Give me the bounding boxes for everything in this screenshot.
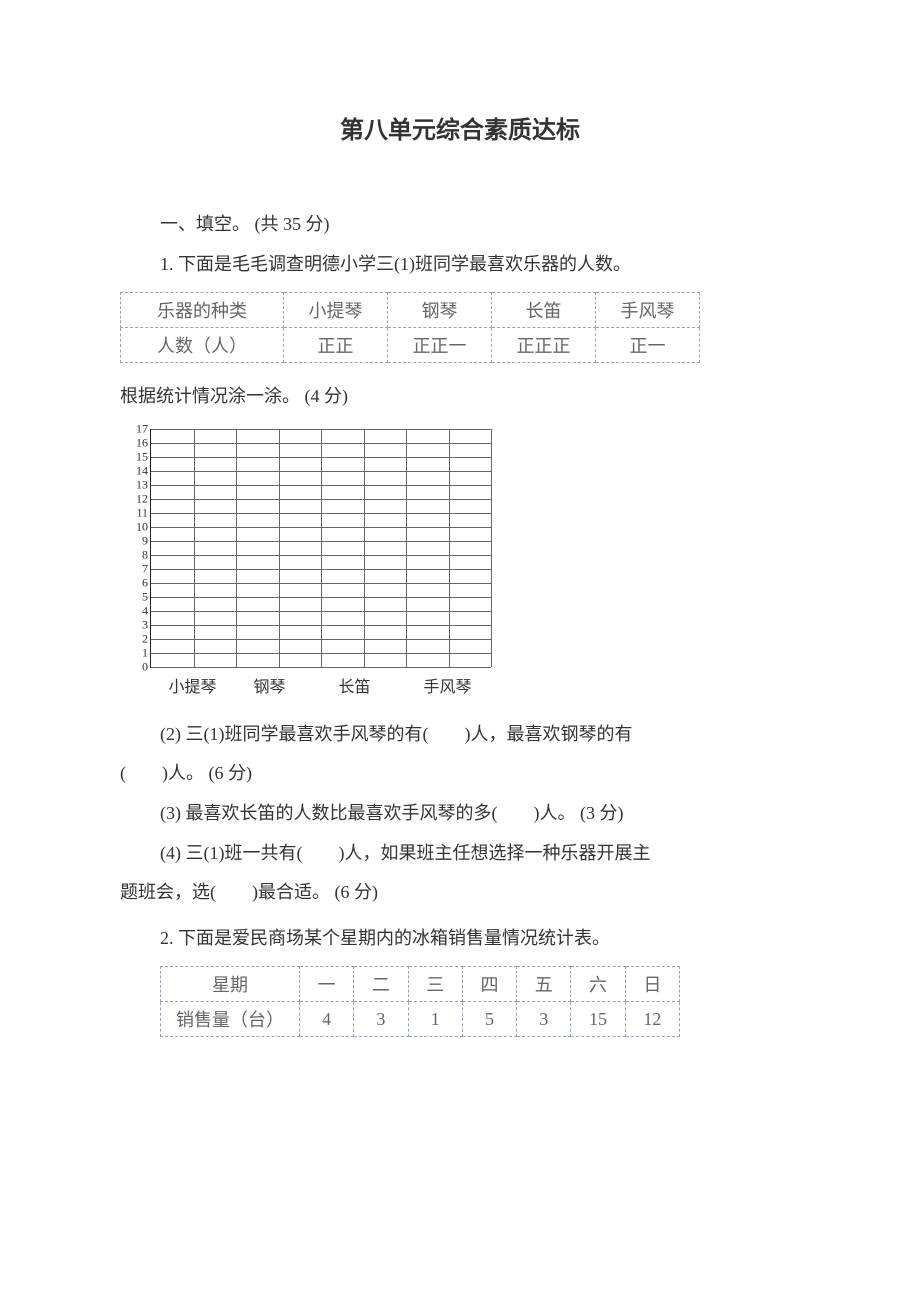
x-tick-label: 长笛 (339, 673, 371, 697)
tally-col-2: 长笛 (492, 293, 596, 328)
tally-table: 乐器的种类 小提琴 钢琴 长笛 手风琴 人数（人） 正正 正正一 正正正 正一 (120, 292, 700, 363)
tally-val-2: 正正正 (492, 328, 596, 363)
q1-sub1: 根据统计情况涂一涂。 (4 分) (120, 377, 800, 417)
sales-val-4: 3 (517, 1002, 571, 1037)
tally-col-0: 小提琴 (284, 293, 388, 328)
table-row: 星期 一 二 三 四 五 六 日 (161, 967, 680, 1002)
q1-sub4-line2: 题班会，选( )最合适。 (6 分) (120, 873, 800, 913)
y-axis-labels: 17161514131211109876543210 (126, 429, 148, 667)
y-tick-label: 13 (136, 477, 148, 492)
page-title: 第八单元综合素质达标 (120, 110, 800, 145)
sales-val-0: 4 (300, 1002, 354, 1037)
y-tick-label: 8 (142, 547, 148, 562)
x-tick-label: 钢琴 (254, 673, 286, 697)
section-1-label: 一、填空。 (共 35 分) (160, 205, 800, 245)
y-tick-label: 10 (136, 519, 148, 534)
sales-row-label: 销售量（台） (161, 1002, 300, 1037)
sales-day-3: 四 (462, 967, 516, 1002)
sales-day-1: 二 (354, 967, 408, 1002)
table-row: 乐器的种类 小提琴 钢琴 长笛 手风琴 (121, 293, 700, 328)
bar-chart-blank: 17161514131211109876543210 小提琴钢琴长笛手风琴 (120, 429, 800, 695)
sales-day-2: 三 (408, 967, 462, 1002)
sales-val-6: 12 (625, 1002, 679, 1037)
y-tick-label: 2 (142, 631, 148, 646)
sales-day-0: 一 (300, 967, 354, 1002)
sales-day-4: 五 (517, 967, 571, 1002)
y-tick-label: 14 (136, 463, 148, 478)
y-tick-label: 12 (136, 491, 148, 506)
sales-day-6: 日 (625, 967, 679, 1002)
y-tick-label: 17 (136, 421, 148, 436)
y-tick-label: 3 (142, 617, 148, 632)
table-row: 销售量（台） 4 3 1 5 3 15 12 (161, 1002, 680, 1037)
x-tick-label: 小提琴 (169, 673, 217, 697)
tally-val-0: 正正 (284, 328, 388, 363)
tally-col-1: 钢琴 (388, 293, 492, 328)
y-tick-label: 9 (142, 533, 148, 548)
x-axis-labels: 小提琴 钢琴 长笛 手风琴 (150, 673, 490, 695)
q1-intro: 1. 下面是毛毛调查明德小学三(1)班同学最喜欢乐器的人数。 (120, 245, 800, 285)
sales-day-5: 六 (571, 967, 625, 1002)
y-tick-label: 6 (142, 575, 148, 590)
y-tick-label: 16 (136, 435, 148, 450)
q2-intro: 2. 下面是爱民商场某个星期内的冰箱销售量情况统计表。 (120, 919, 800, 959)
y-tick-label: 0 (142, 659, 148, 674)
q1-sub3: (3) 最喜欢长笛的人数比最喜欢手风琴的多( )人。 (3 分) (120, 794, 800, 834)
table-row: 人数（人） 正正 正正一 正正正 正一 (121, 328, 700, 363)
tally-val-3: 正一 (596, 328, 700, 363)
tally-val-1: 正正一 (388, 328, 492, 363)
y-tick-label: 5 (142, 589, 148, 604)
sales-header-label: 星期 (161, 967, 300, 1002)
q1-sub4-line1: (4) 三(1)班一共有( )人，如果班主任想选择一种乐器开展主 (120, 834, 800, 874)
sales-val-3: 5 (462, 1002, 516, 1037)
q1-sub2-line2: ( )人。 (6 分) (120, 754, 800, 794)
sales-table: 星期 一 二 三 四 五 六 日 销售量（台） 4 3 1 5 3 15 12 (160, 966, 680, 1037)
tally-row-label: 人数（人） (121, 328, 284, 363)
chart-grid-box (150, 429, 491, 668)
x-tick-label: 手风琴 (424, 673, 472, 697)
y-tick-label: 4 (142, 603, 148, 618)
sales-val-2: 1 (408, 1002, 462, 1037)
y-tick-label: 7 (142, 561, 148, 576)
sales-val-5: 15 (571, 1002, 625, 1037)
y-tick-label: 15 (136, 449, 148, 464)
tally-header-label: 乐器的种类 (121, 293, 284, 328)
y-tick-label: 1 (142, 645, 148, 660)
tally-col-3: 手风琴 (596, 293, 700, 328)
q1-sub2-line1: (2) 三(1)班同学最喜欢手风琴的有( )人，最喜欢钢琴的有 (120, 715, 800, 755)
y-tick-label: 11 (136, 505, 148, 520)
sales-val-1: 3 (354, 1002, 408, 1037)
